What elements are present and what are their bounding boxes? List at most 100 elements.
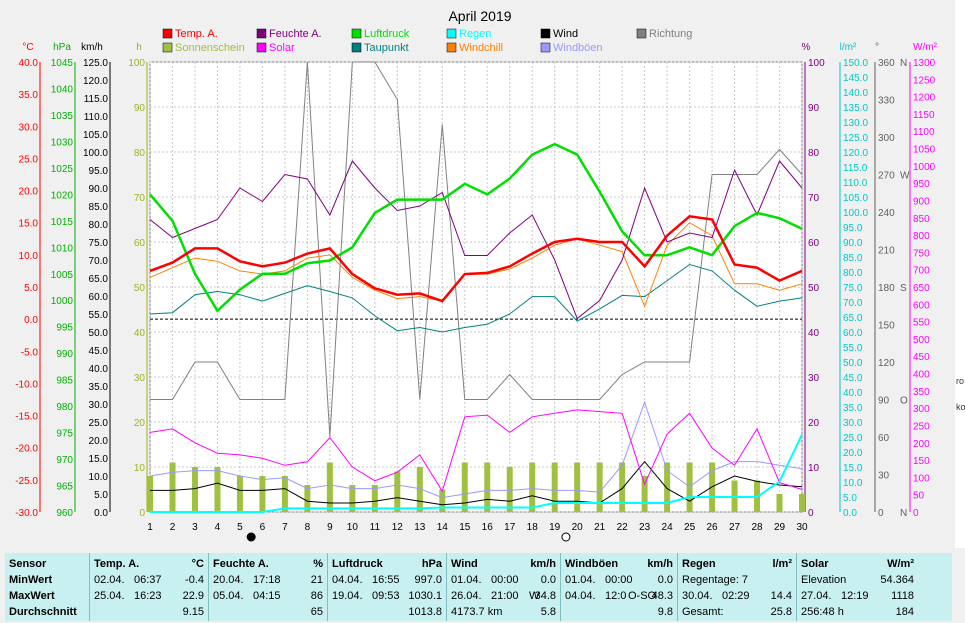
solar-avg-value: 184: [895, 606, 914, 618]
sunshine-bar: [304, 485, 311, 512]
x-tick-label: 4: [215, 522, 221, 533]
axis-direction-label: N: [900, 58, 907, 69]
temp-max-value: 22.9: [182, 590, 204, 602]
sunshine-bar: [349, 485, 356, 512]
axis-tick-label: 900: [913, 196, 930, 207]
x-tick-label: 23: [639, 522, 651, 533]
x-axis-days: 1 2 3 4 5 6 7 8 9 10 11 12 13 14 15 16 17 18 19 20 21 22 23 24 2…: [147, 522, 808, 542]
axis-tick-label: 140.0: [843, 88, 868, 99]
axis-tick-label: 70.0: [843, 298, 863, 309]
axis-tick-label: 145.0: [843, 73, 868, 84]
axis-tick-label: 850: [913, 214, 930, 225]
axis-tick-label: 55.0: [89, 310, 109, 321]
sunshine-bar: [641, 476, 648, 512]
axis-tick-label: 10.0: [89, 472, 109, 483]
solar-elevation-value: 54.364: [880, 574, 914, 586]
axis-tick-label: 300: [878, 133, 895, 144]
axis-tick-label: 980: [56, 402, 73, 413]
axis-tick-label: 125.0: [843, 133, 868, 144]
axis-tick-label: 15.0: [843, 463, 863, 474]
axis-tick-label: 210: [878, 246, 895, 257]
new-moon-icon: [246, 532, 256, 542]
axis-tick-label: 20.0: [843, 448, 863, 459]
axis-tick-label: 30.0: [89, 400, 109, 411]
rain-max-value: 14.4: [770, 590, 792, 602]
stats-col-solar: Solar W/m² Elevation 54.364 27.04. 12:19 111…: [796, 553, 918, 621]
axis-tick-label: 650: [913, 283, 930, 294]
axis-tick-label: 30: [134, 373, 146, 384]
humidity-avg-value: 65: [310, 606, 323, 618]
x-tick-label: 12: [392, 522, 404, 533]
axis-tick-label: 970: [56, 455, 73, 466]
temp-avg-value: 9.15: [182, 606, 204, 618]
sunshine-bar: [484, 462, 491, 512]
series-line-richtung: [150, 61, 803, 438]
axis-tick-label: 120.0: [843, 148, 868, 159]
axis-tick-label: 15.0: [89, 454, 109, 465]
sunshine-bar: [394, 471, 401, 512]
background-window-strip: [955, 0, 965, 548]
rain-total-value: 25.8: [770, 606, 792, 618]
axis-tick-label: 0: [878, 508, 884, 519]
axis-tick-label: 10.0: [843, 478, 863, 489]
axis-tick-label: 1045: [51, 58, 74, 69]
axis-tick-label: 35.0: [843, 403, 863, 414]
axis-tick-label: 25.0: [19, 154, 39, 165]
axis-tick-label: 110.0: [843, 178, 868, 189]
axis-tick-label: 60.0: [843, 328, 863, 339]
axis-tick-label: 1250: [913, 75, 936, 86]
axis-tick-label: 1150: [913, 110, 935, 121]
axis-tick-label: 75.0: [843, 283, 863, 294]
axis-tick-label: 60: [878, 433, 890, 444]
axis-tick-label: 1000: [51, 296, 74, 307]
axis-tick-label: 90: [808, 103, 820, 114]
axis-unit-label: h: [136, 42, 142, 53]
axis-tick-label: 65.0: [843, 313, 863, 324]
pressure-min-value: 997.0: [414, 574, 442, 586]
axis-tick-label: 5.0: [843, 493, 857, 504]
wind-max-date: 26.04.: [451, 590, 482, 602]
axis-tick-label: 135.0: [843, 103, 868, 114]
rain-unit: l/m²: [772, 558, 792, 570]
minwert-label: MinWert: [9, 574, 53, 586]
sunshine-bar: [326, 462, 333, 512]
temp-min-value: -0.4: [185, 574, 204, 586]
sunshine-bar: [574, 462, 581, 512]
axis-tick-label: 70: [134, 193, 146, 204]
axis-tick-label: -10.0: [15, 379, 38, 390]
axis-tick-label: 15.0: [19, 219, 39, 230]
pressure-header: Luftdruck: [332, 558, 383, 570]
gusts-min-time: 00:00: [605, 574, 633, 586]
axis-tick-label: 985: [56, 376, 73, 387]
solar-max-time: 12:19: [841, 590, 869, 602]
series-line-wind: [150, 460, 803, 506]
wind-max-time: 21:00: [491, 590, 519, 602]
axis-tick-label: 20.0: [19, 187, 39, 198]
axis-tick-label: 25.0: [843, 433, 863, 444]
axis-tick-label: 40: [808, 328, 820, 339]
axis-tick-label: 750: [913, 248, 930, 259]
gusts-avg-value: 9.8: [657, 606, 673, 618]
x-tick-label: 13: [414, 522, 426, 533]
legend-label: Temp. A.: [175, 28, 218, 40]
axis-tick-label: 400: [913, 370, 930, 381]
axis-tick-label: 125.0: [83, 58, 108, 69]
sunshine-bar: [169, 462, 176, 512]
x-tick-label: 21: [594, 522, 606, 533]
x-tick-label: 7: [282, 522, 288, 533]
series-line-windb-en: [149, 400, 803, 499]
solar-unit: W/m²: [887, 558, 914, 570]
axis-unit-label: %: [802, 42, 811, 53]
wind-min-time: 00:00: [491, 574, 519, 586]
sunshine-hours: 256:48 h: [801, 606, 844, 618]
pressure-min-time: 16:55: [372, 574, 400, 586]
plot-grid: [149, 61, 803, 513]
temp-header: Temp. A.: [94, 558, 140, 570]
humidity-max-date: 05.04.: [213, 590, 244, 602]
sunshine-bar: [596, 462, 603, 512]
solar-max-value: 1118: [891, 590, 914, 602]
statistics-panel: Sensor MinWert MaxWert Durchschnitt Temp…: [5, 553, 952, 621]
axis-tick-label: 10: [134, 463, 146, 474]
rain-max-time: 02:29: [722, 590, 750, 602]
series-line-regen: [150, 434, 803, 513]
